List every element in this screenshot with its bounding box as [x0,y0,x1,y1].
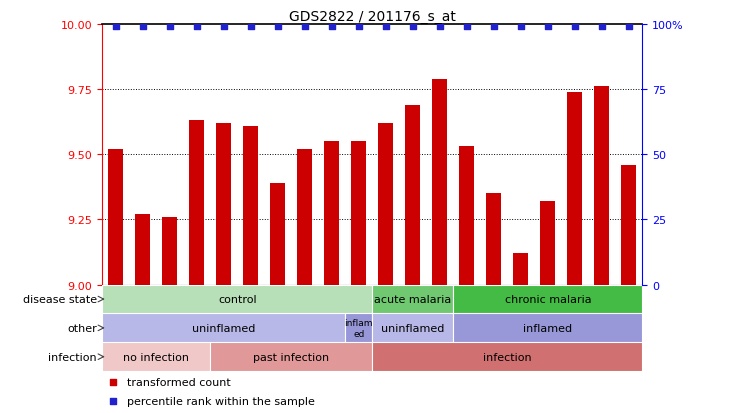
Point [434,24,445,31]
Bar [378,123,393,285]
Bar [189,121,204,285]
Text: control: control [218,294,256,304]
Text: uninflamed: uninflamed [192,323,256,333]
Bar [594,87,610,285]
Bar [453,314,642,342]
Bar [135,215,150,285]
Bar [270,183,285,285]
Point [569,24,581,31]
Text: uninflamed: uninflamed [381,323,445,333]
Point [272,24,283,31]
Bar [405,105,420,285]
Bar [162,217,177,285]
Bar [210,342,372,371]
Point [353,24,364,31]
Bar [243,126,258,285]
Bar [297,150,312,285]
Point [623,24,634,31]
Bar [567,93,583,285]
Text: no infection: no infection [123,352,189,362]
Point [326,24,337,31]
Point [107,378,119,385]
Point [218,24,229,31]
Bar [372,285,453,314]
Text: transformed count: transformed count [126,377,230,387]
Text: percentile rank within the sample: percentile rank within the sample [126,396,315,406]
Point [407,24,418,31]
Point [107,397,119,404]
Bar [513,254,529,285]
Bar [324,142,339,285]
Point [191,24,203,31]
Bar [216,123,231,285]
Point [110,24,121,31]
Bar [102,285,372,314]
Text: inflamed: inflamed [523,323,572,333]
Text: acute malaria: acute malaria [374,294,451,304]
Bar [486,194,502,285]
Bar [345,314,372,342]
Bar [372,314,453,342]
Text: other: other [67,323,97,333]
Title: GDS2822 / 201176_s_at: GDS2822 / 201176_s_at [289,10,456,24]
Bar [540,202,556,285]
Point [542,24,554,31]
Point [488,24,499,31]
Text: infection: infection [48,352,97,362]
Text: chronic malaria: chronic malaria [504,294,591,304]
Text: disease state: disease state [23,294,97,304]
Bar [102,342,210,371]
Bar [372,342,642,371]
Bar [351,142,366,285]
Point [596,24,607,31]
Bar [453,285,642,314]
Point [380,24,391,31]
Point [164,24,175,31]
Text: past infection: past infection [253,352,329,362]
Bar [459,147,475,285]
Point [299,24,311,31]
Text: inflam
ed: inflam ed [345,318,373,338]
Point [461,24,473,31]
Point [137,24,149,31]
Bar [432,79,447,285]
Bar [621,165,637,285]
Point [515,24,527,31]
Bar [108,150,123,285]
Point [245,24,257,31]
Text: infection: infection [483,352,531,362]
Bar [102,314,345,342]
